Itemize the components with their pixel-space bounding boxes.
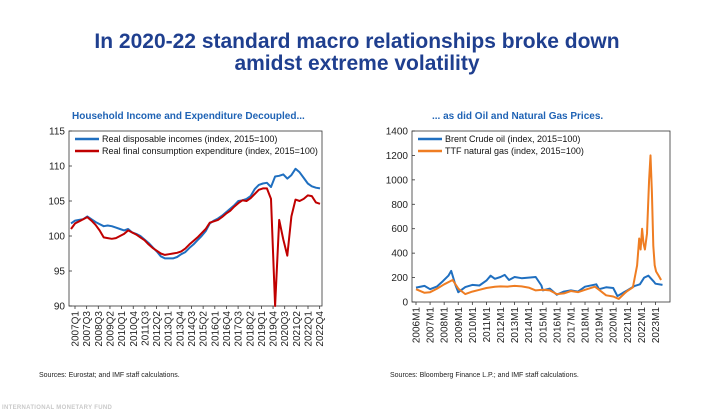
left-chart-source: Sources: Eurostat; and IMF staff calcula… [39,372,180,379]
left-x-tick-label: 2019Q4 [269,311,280,347]
left-x-tick-label: 2007Q3 [82,311,93,347]
left-x-tick-label: 2022Q4 [315,311,326,347]
left-plot-frame [68,130,323,307]
left-series-line-1 [70,167,321,260]
left-y-tick-label: 110 [49,162,65,173]
left-x-tick-label: 2013Q1 [164,311,175,347]
left-y-tick-label: 100 [48,232,65,243]
left-y-tick-label: 105 [48,197,65,208]
left-x-tick-label: 2011Q3 [140,311,151,346]
left-x-tick-label: 2010Q1 [117,311,128,347]
left-series-line-2 [70,187,321,307]
right-chart-title: ... as did Oil and Natural Gas Prices. [432,111,604,122]
left-legend-label-1: Real disposable incomes (index, 2015=100… [102,134,277,144]
left-x-tick-label: 2008Q3 [94,311,105,347]
left-x-tick-label: 2015Q2 [199,311,210,347]
left-legend-label-2: Real final consumption expenditure (inde… [102,146,318,156]
right-chart-source: Sources: Bloomberg Finance L.P.; and IMF… [390,372,579,379]
left-x-tick-label: 2016Q4 [222,311,233,347]
left-y-tick-label: 115 [49,127,65,138]
left-x-tick-label: 2021Q2 [292,311,303,347]
left-x-tick-label: 2017Q3 [234,311,245,347]
left-x-tick-label: 2009Q2 [105,311,116,347]
left-x-tick-label: 2019Q1 [257,311,268,347]
left-x-tick-label: 2010Q4 [129,311,140,347]
page-title-line1: In 2020-22 standard macro relationships … [94,30,620,53]
left-x-tick-label: 2014Q3 [187,311,198,347]
left-x-tick-label: 2020Q3 [280,311,291,347]
left-x-tick-label: 2013Q4 [175,311,186,347]
left-x-tick-label: 2018Q2 [245,311,256,347]
left-x-tick-label: 2007Q1 [71,311,82,347]
left-chart-title: Household Income and Expenditure Decoupl… [72,111,305,122]
left-y-tick-label: 95 [54,267,66,278]
left-x-tick-label: 2016Q1 [210,311,221,347]
left-y-tick-label: 90 [54,302,66,313]
page-title-line2: amidst extreme volatility [234,52,480,75]
footer-org: INTERNATIONAL MONETARY FUND [2,405,113,411]
left-x-tick-label: 2012Q2 [152,311,163,347]
left-x-tick-label: 2022Q1 [304,311,315,347]
